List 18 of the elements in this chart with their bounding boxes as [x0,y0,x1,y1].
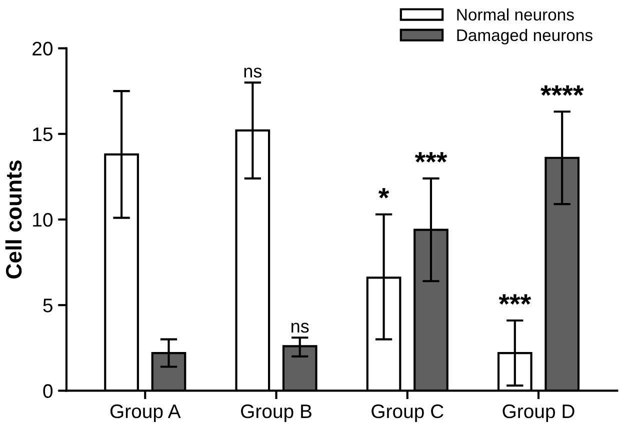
legend-label: Normal neurons [457,8,574,21]
data-label: ns [244,68,262,78]
y-tick-label: 0 [43,384,53,398]
data-label: * [378,188,390,198]
x-tick-label: Group B [241,404,312,422]
y-axis-title: Cell counts [5,160,22,278]
y-tick-label: 20 [32,42,53,56]
legend-label: Damaged neurons [457,28,592,44]
data-label: **** [540,85,584,96]
data-label: *** [414,152,448,162]
y-tick-label: 10 [33,212,53,227]
data-label: ns [292,322,309,333]
x-tick-label: Group C [372,404,444,422]
x-tick-label: Group D [502,404,574,422]
data-label: *** [498,294,532,305]
x-tick-label: Group A [110,404,181,422]
y-tick-label: 15 [33,128,52,142]
y-tick-label: 5 [43,298,52,312]
